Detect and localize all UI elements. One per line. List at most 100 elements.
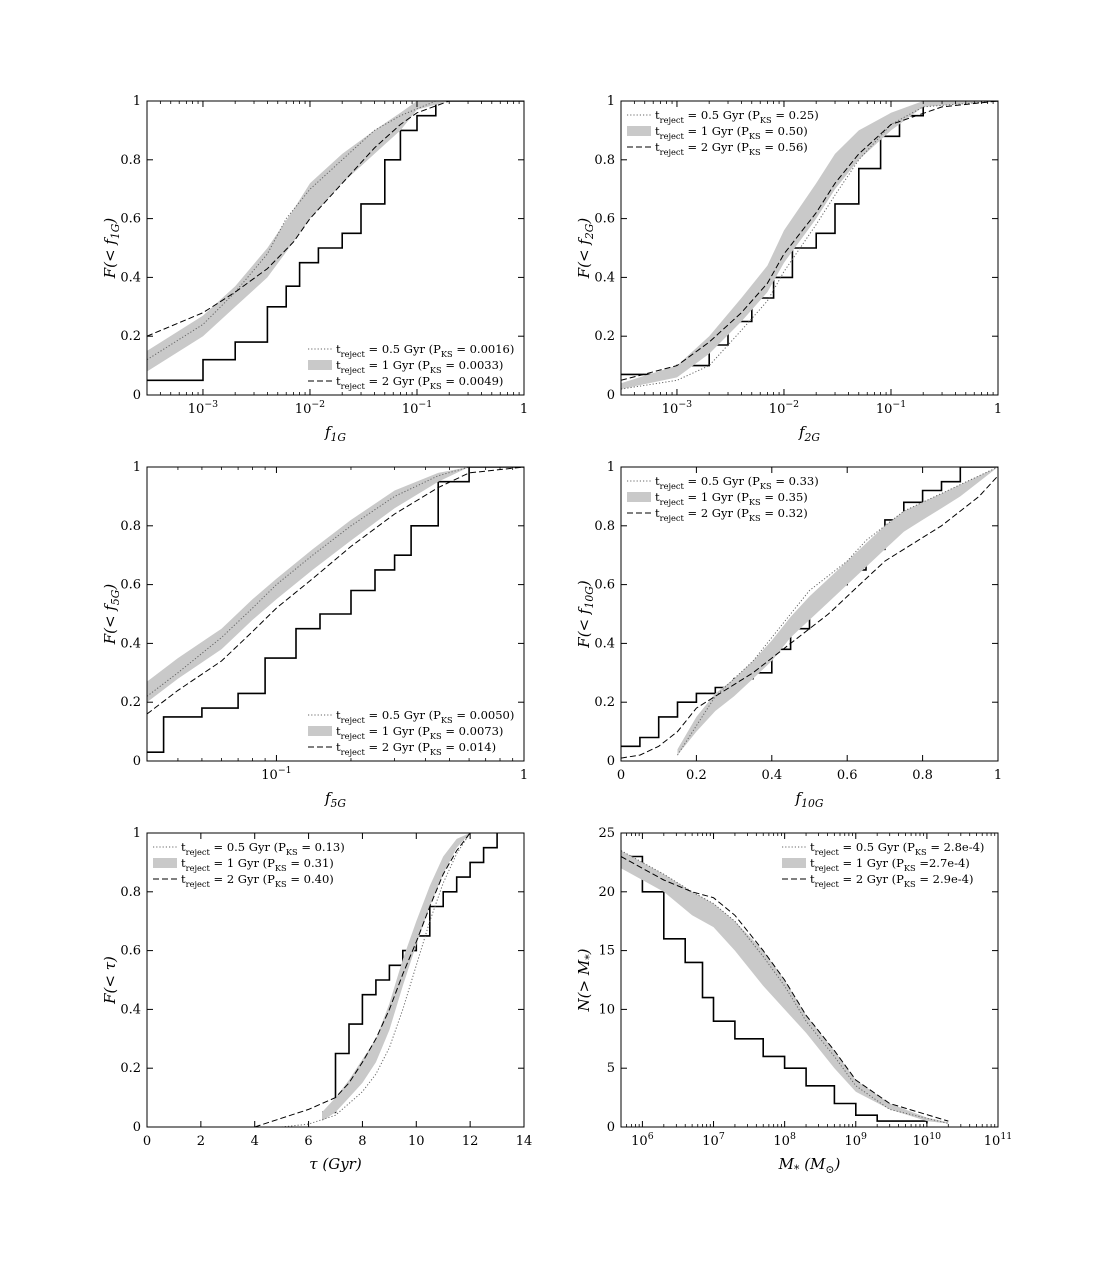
y-tick-label: 15 (598, 944, 615, 959)
series-0.5gyr (281, 833, 471, 1127)
y-tick-label: 0.8 (120, 153, 141, 168)
legend: treject = 0.5 Gyr (PKS = 0.0016)treject … (308, 342, 514, 391)
x-tick-label: 10−3 (188, 399, 218, 417)
y-tick-label: 1 (607, 460, 615, 475)
y-tick-label: 0.8 (594, 519, 615, 534)
y-tick-label: 0.8 (594, 153, 615, 168)
x-tick-label: 8 (358, 1134, 366, 1149)
legend-swatch-band (308, 360, 332, 370)
x-axis-label: τ (Gyr) (309, 1155, 362, 1173)
series-2gyr (621, 101, 998, 381)
y-tick-label: 0.4 (120, 636, 141, 651)
y-tick-label: 1 (133, 94, 141, 109)
axes-frame (620, 832, 999, 1128)
chart-panel-3: 10−1 1 0 0.2 0.4 0.6 0.8 1 f5G F(< f5G) treject = … (101, 460, 528, 810)
legend-entry-label: treject = 2 Gyr (PKS = 2.9e-4) (810, 872, 973, 889)
series-band-1gyr (621, 101, 998, 390)
x-tick-label: 0.4 (761, 768, 782, 783)
x-tick-label: 1011 (984, 1131, 1012, 1149)
y-axis-label: F(< f10G) (575, 580, 596, 649)
legend: treject = 0.5 Gyr (PKS = 0.25)treject = … (627, 108, 819, 157)
x-tick-label: 10−3 (662, 399, 692, 417)
y-tick-label: 0.6 (594, 212, 615, 227)
legend-swatch-band (782, 858, 806, 868)
legend-entry-label: treject = 0.5 Gyr (PKS = 2.8e-4) (810, 840, 984, 857)
y-tick-label: 0 (133, 1120, 141, 1135)
legend: treject = 0.5 Gyr (PKS = 0.0050)treject … (308, 708, 514, 757)
legend: treject = 0.5 Gyr (PKS = 0.13)treject = … (153, 840, 345, 889)
y-tick-label: 20 (598, 885, 615, 900)
x-tick-label: 1 (994, 768, 1002, 783)
legend-swatch-band (627, 126, 651, 136)
series-band-1gyr (621, 850, 949, 1124)
y-axis-label: F(< f5G) (101, 584, 122, 646)
x-axis-label: M* (M⊙) (778, 1155, 841, 1176)
legend-entry-label: treject = 2 Gyr (PKS = 0.0049) (336, 374, 503, 391)
legend-entry-label: treject = 1 Gyr (PKS = 0.35) (655, 490, 808, 507)
series-0.5gyr (621, 850, 949, 1124)
legend-swatch-band (308, 726, 332, 736)
y-tick-label: 0 (607, 388, 615, 403)
x-tick-label: 106 (631, 1131, 654, 1149)
chart-panel-5: 0 2 4 6 8 10 12 14 0 0.2 0.4 0.6 0.8 1 τ (Gyr) F(< τ) tr… (101, 826, 532, 1173)
y-tick-label: 0.8 (120, 885, 141, 900)
y-tick-label: 0.2 (594, 329, 615, 344)
x-tick-label: 14 (516, 1134, 533, 1149)
y-tick-label: 0 (607, 1120, 615, 1135)
plot-area (621, 850, 949, 1124)
x-tick-label: 0 (617, 768, 625, 783)
x-tick-label: 1 (520, 402, 528, 417)
chart-panel-2: 10−3 10−2 10−1 1 0 0.2 0.4 0.6 0.8 1 f2G F(< f2G) tr… (575, 94, 1002, 444)
y-axis-label: F(< f1G) (101, 218, 122, 280)
x-tick-label: 10−1 (261, 765, 291, 783)
series-observed (322, 833, 498, 1114)
plot-area (147, 467, 524, 753)
legend-entry-label: treject = 2 Gyr (PKS = 0.32) (655, 506, 808, 523)
chart-panel-4: 0 0.2 0.4 0.6 0.8 1 0 0.2 0.4 0.6 0.8 1 f10G F(< f10G… (575, 460, 1002, 810)
series-band-1gyr (322, 833, 471, 1122)
legend: treject = 0.5 Gyr (PKS = 0.33)treject = … (627, 474, 819, 523)
legend-entry-label: treject = 1 Gyr (PKS = 0.50) (655, 124, 808, 141)
legend-entry-label: treject = 2 Gyr (PKS = 0.014) (336, 740, 496, 757)
legend: treject = 0.5 Gyr (PKS = 2.8e-4)treject … (782, 840, 984, 889)
series-band-1gyr (147, 101, 524, 372)
y-tick-label: 10 (598, 1002, 615, 1017)
y-tick-label: 0.4 (120, 1002, 141, 1017)
series-band-1gyr (147, 467, 524, 703)
y-tick-label: 0.2 (594, 695, 615, 710)
x-axis-label: f2G (798, 423, 820, 444)
x-tick-label: 0.6 (837, 768, 858, 783)
series-2gyr (147, 467, 524, 715)
y-tick-label: 5 (607, 1061, 615, 1076)
series-0.5gyr (147, 101, 524, 361)
y-tick-label: 0.6 (120, 212, 141, 227)
x-tick-label: 1 (520, 768, 528, 783)
series-2gyr (254, 833, 471, 1127)
plot-area (621, 101, 998, 390)
x-tick-label: 0 (143, 1134, 151, 1149)
x-tick-label: 12 (462, 1134, 479, 1149)
x-tick-label: 0.2 (686, 768, 707, 783)
x-axis-label: f10G (795, 789, 824, 810)
x-tick-label: 10−2 (295, 399, 325, 417)
x-tick-label: 6 (304, 1134, 312, 1149)
legend-entry-label: treject = 1 Gyr (PKS = 0.31) (181, 856, 334, 873)
x-tick-label: 10−1 (876, 399, 906, 417)
y-tick-label: 0.6 (120, 944, 141, 959)
series-2gyr (621, 475, 998, 759)
legend-swatch-band (627, 492, 651, 502)
x-axis-label: f5G (324, 789, 346, 810)
y-tick-label: 0 (133, 388, 141, 403)
y-tick-label: 0.4 (594, 270, 615, 285)
chart-panel-6: 106 107 108 109 1010 1011 0 5 10 15 20 25 M* (M⊙) N(>… (575, 826, 1012, 1176)
series-2gyr (621, 856, 949, 1122)
y-tick-label: 0 (607, 754, 615, 769)
y-tick-label: 0.4 (120, 270, 141, 285)
x-tick-label: 2 (197, 1134, 205, 1149)
chart-panel-1: 10−3 10−2 10−1 1 0 0.2 0.4 0.6 0.8 1 f1G F(< f1G) tr… (101, 94, 528, 444)
legend-entry-label: treject = 1 Gyr (PKS =2.7e-4) (810, 856, 970, 873)
x-tick-label: 107 (702, 1131, 725, 1149)
x-tick-label: 1010 (913, 1131, 941, 1149)
series-2gyr (147, 101, 524, 337)
